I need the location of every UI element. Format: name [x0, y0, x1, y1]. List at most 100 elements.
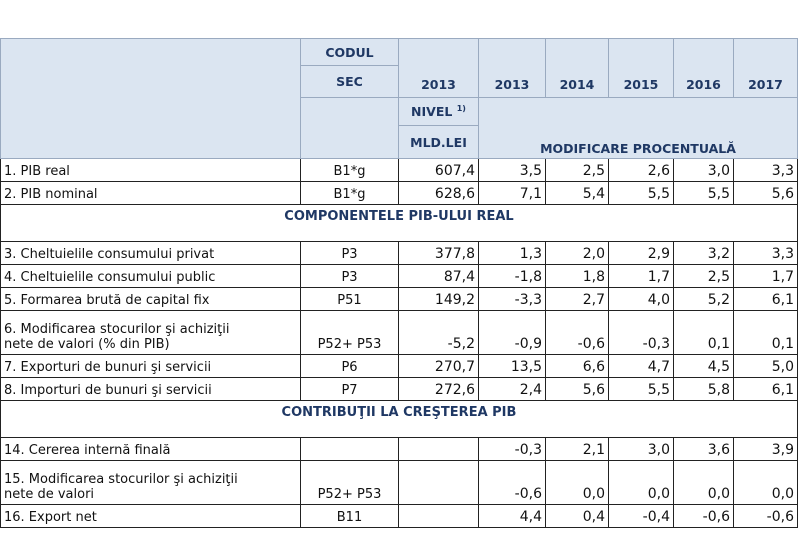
row-label: 6. Modificarea stocurilor şi achiziţii ne…: [0, 310, 301, 355]
table-row: 6. Modificarea stocurilor şi achiziţii ne…: [0, 310, 798, 355]
value-cell: 5,4: [545, 181, 609, 205]
table-row: CODUL 2013 2013 2014 2015 2016 2017: [0, 38, 798, 159]
value-cell: 1,7: [608, 264, 674, 288]
level-cell: 377,8: [398, 241, 479, 265]
level-cell: [398, 437, 479, 461]
label-line: 8. Importuri de bunuri şi servicii: [4, 383, 212, 398]
value-cell: -0,3: [608, 310, 674, 355]
label-line: 1. PIB real: [4, 164, 70, 179]
value-cell: 2,5: [673, 264, 734, 288]
value-cell: 5,8: [673, 377, 734, 401]
table-row: 8. Importuri de bunuri şi servicii P7 272,…: [0, 377, 798, 401]
value-cell: 5,2: [673, 287, 734, 311]
row-label: 14. Cererea internă finală: [0, 437, 301, 461]
value-cell: 0,0: [733, 460, 798, 505]
code-cell: B1*g: [300, 158, 399, 182]
value-cell: 2,7: [545, 287, 609, 311]
row-label: 2. PIB nominal: [0, 181, 301, 205]
value-cell: 2,9: [608, 241, 674, 265]
year-header: 2015: [608, 38, 674, 98]
table-row: MLD.LEI: [1, 125, 798, 159]
value-cell: -0,6: [673, 504, 734, 528]
year-header: 2014: [545, 38, 609, 98]
code-cell: P3: [300, 264, 399, 288]
label-line: 2. PIB nominal: [4, 187, 98, 202]
label-line: 6. Modificarea stocurilor şi achiziţii: [4, 322, 230, 337]
value-cell: 4,0: [608, 287, 674, 311]
table-row: 3. Cheltuielile consumului privat P3 377,8…: [0, 241, 798, 265]
code-cell: P7: [300, 377, 399, 401]
value-cell: 5,5: [608, 181, 674, 205]
table-row: 1. PIB real B1*g 607,4 3,5 2,5 2,6 3,0 3,3: [0, 158, 798, 182]
value-cell: 3,5: [478, 158, 546, 182]
table-row: SEC: [1, 65, 798, 98]
code-cell: P52+ P53: [300, 460, 399, 505]
level-cell: [398, 504, 479, 528]
value-cell: -0,6: [733, 504, 798, 528]
value-cell: 1,8: [545, 264, 609, 288]
label-line: 5. Formarea brută de capital fix: [4, 293, 210, 308]
value-cell: 4,5: [673, 354, 734, 378]
label-line: nete de valori (% din PIB): [4, 337, 170, 352]
table-row: COMPONENTELE PIB-ULUI REAL: [0, 204, 798, 242]
data-table: CODUL 2013 2013 2014 2015 2016 2017 SEC NIVEL 1)…: [0, 38, 798, 528]
label-line: 16. Export net: [4, 510, 97, 525]
value-cell: 5,6: [545, 377, 609, 401]
code-cell: P52+ P53: [300, 310, 399, 355]
value-cell: -0,3: [478, 437, 546, 461]
value-cell: -0,6: [545, 310, 609, 355]
row-label: 1. PIB real: [0, 158, 301, 182]
year-header: 2017: [733, 38, 798, 98]
value-cell: 0,0: [608, 460, 674, 505]
code-cell: B11: [300, 504, 399, 528]
code-cell: [300, 437, 399, 461]
value-cell: 2,6: [608, 158, 674, 182]
value-cell: 0,0: [673, 460, 734, 505]
value-cell: 7,1: [478, 181, 546, 205]
value-cell: 2,0: [545, 241, 609, 265]
label-line: 3. Cheltuielile consumului privat: [4, 247, 215, 262]
value-cell: 5,5: [673, 181, 734, 205]
row-label: 15. Modificarea stocurilor şi achiziţii n…: [0, 460, 301, 505]
code-cell: P3: [300, 241, 399, 265]
code-cell: B1*g: [300, 181, 399, 205]
section-header: CONTRIBUŢII LA CREŞTEREA PIB: [0, 400, 798, 438]
code-header: SEC: [300, 65, 399, 98]
level-label: NIVEL: [411, 104, 453, 120]
value-cell: 6,1: [733, 377, 798, 401]
value-cell: 3,0: [608, 437, 674, 461]
row-label: 5. Formarea brută de capital fix: [0, 287, 301, 311]
code-cell: P51: [300, 287, 399, 311]
table-row: 14. Cererea internă finală -0,3 2,1 3,0 3,6 3…: [0, 437, 798, 461]
value-cell: 1,7: [733, 264, 798, 288]
value-cell: 4,7: [608, 354, 674, 378]
level-note: 1): [456, 103, 466, 113]
value-cell: 5,6: [733, 181, 798, 205]
value-cell: 6,6: [545, 354, 609, 378]
table-row: 5. Formarea brută de capital fix P51 149,2…: [0, 287, 798, 311]
table-row: 7. Exporturi de bunuri şi servicii P6 270,…: [0, 354, 798, 378]
level-cell: 270,7: [398, 354, 479, 378]
value-cell: 3,3: [733, 241, 798, 265]
code-cell: P6: [300, 354, 399, 378]
value-cell: 0,0: [545, 460, 609, 505]
row-label: 3. Cheltuielile consumului privat: [0, 241, 301, 265]
value-cell: -0,6: [478, 460, 546, 505]
value-cell: -3,3: [478, 287, 546, 311]
change-header: MODIFICARE PROCENTUALĂ: [478, 97, 798, 159]
level-cell: [398, 460, 479, 505]
header-cell: [0, 38, 301, 159]
value-cell: 6,1: [733, 287, 798, 311]
year-header: 2013: [478, 38, 546, 98]
value-cell: -1,8: [478, 264, 546, 288]
code-header: CODUL: [300, 38, 399, 66]
table-row: 16. Export net B11 4,4 0,4 -0,4 -0,6 -0,6: [0, 504, 798, 528]
value-cell: 3,2: [673, 241, 734, 265]
level-cell: 607,4: [398, 158, 479, 182]
level-header: NIVEL 1): [398, 97, 479, 126]
level-cell: -5,2: [398, 310, 479, 355]
value-cell: 3,0: [673, 158, 734, 182]
table-row: 4. Cheltuielile consumului public P3 87,4-…: [0, 264, 798, 288]
value-cell: 5,0: [733, 354, 798, 378]
